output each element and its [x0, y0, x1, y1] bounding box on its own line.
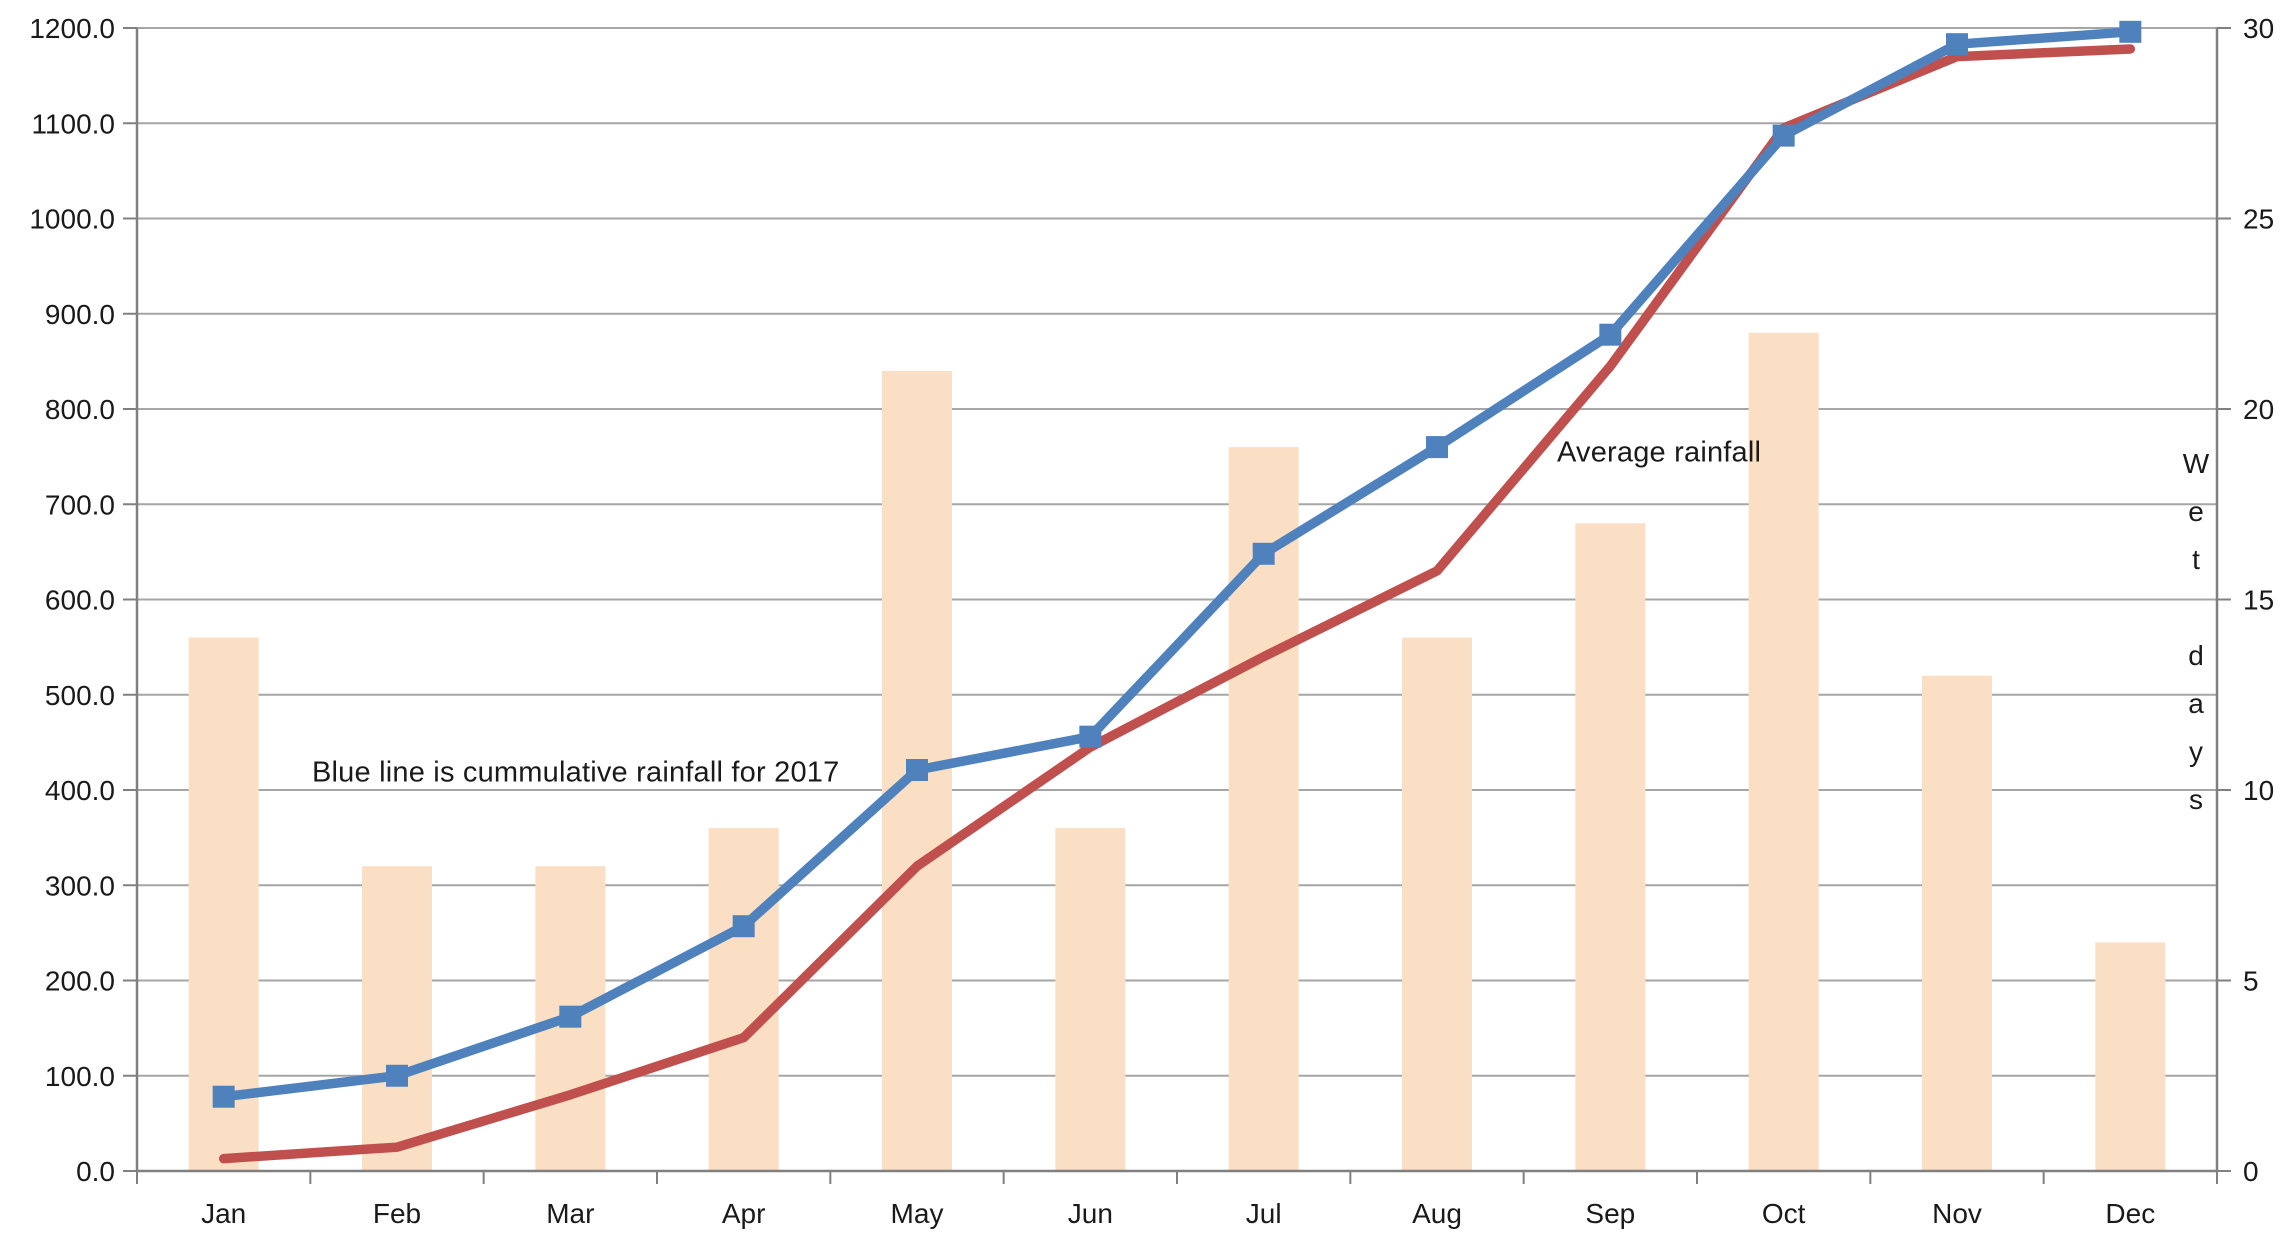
x-label-oct: Oct [1762, 1198, 1806, 1229]
bar-nov [1922, 675, 1992, 1171]
y-left-label: 400.0 [45, 775, 115, 806]
y-right-label: 15 [2243, 585, 2274, 616]
right-axis-title-letter: s [2189, 784, 2203, 815]
x-label-jun: Jun [1068, 1198, 1113, 1229]
cumulative-2017-line [218, 27, 2136, 1102]
right-axis-title-letter: W [2183, 448, 2210, 479]
marker-dec [2119, 20, 2142, 43]
marker-may [906, 758, 928, 781]
bar-jun [1055, 828, 1126, 1171]
y-left-label: 200.0 [45, 966, 115, 997]
marker-aug [1426, 436, 1448, 459]
annotation-blue-line: Blue line is cummulative rainfall for 20… [312, 756, 840, 789]
right-axis-title-letter: e [2188, 496, 2204, 527]
right-axis-title-letter: d [2188, 640, 2204, 671]
y-right-label: 0 [2243, 1156, 2259, 1187]
y-right-label: 20 [2243, 394, 2274, 425]
x-label-sep: Sep [1585, 1198, 1635, 1229]
y-left-label: 500.0 [45, 680, 115, 711]
x-label-nov: Nov [1932, 1198, 1982, 1229]
y-left-label: 1100.0 [31, 108, 115, 139]
y-right-label: 30 [2243, 13, 2274, 44]
y-left-label: 1200.0 [29, 13, 115, 44]
y-right-label: 10 [2243, 775, 2274, 806]
marker-sep [1599, 323, 1622, 346]
y-left-label: 100.0 [45, 1061, 115, 1092]
y-left-label: 800.0 [45, 394, 115, 425]
marker-jan [212, 1085, 235, 1108]
bar-aug [1402, 637, 1472, 1171]
x-label-jan: Jan [201, 1198, 246, 1229]
bar-sep [1575, 523, 1646, 1171]
marker-mar [559, 1005, 582, 1028]
right-axis-title-letter: a [2188, 688, 2204, 719]
annotation-average-rainfall: Average rainfall [1557, 436, 1762, 469]
x-label-apr: Apr [722, 1198, 766, 1229]
marker-oct [1772, 124, 1795, 147]
y-left-label: 1000.0 [29, 204, 115, 235]
x-label-aug: Aug [1412, 1198, 1462, 1229]
x-label-mar: Mar [546, 1198, 594, 1229]
y-left-label: 0.0 [76, 1156, 115, 1187]
bar-apr [708, 828, 779, 1171]
x-label-dec: Dec [2105, 1198, 2155, 1229]
y-left-label: 300.0 [45, 870, 115, 901]
y-right-label: 5 [2243, 966, 2259, 997]
marker-feb [386, 1064, 408, 1087]
x-label-jul: Jul [1246, 1198, 1282, 1229]
marker-apr [732, 915, 755, 938]
y-left-label: 700.0 [45, 489, 115, 520]
bar-jul [1228, 447, 1299, 1172]
y-left-label: 900.0 [45, 299, 115, 330]
x-label-may: May [891, 1198, 944, 1229]
right-axis-title-letter: y [2189, 736, 2203, 767]
average-rainfall-line [218, 44, 2136, 1164]
bar-oct [1748, 332, 1819, 1171]
marker-jun [1079, 725, 1102, 748]
bar-feb [362, 866, 432, 1171]
y-left-label: 600.0 [45, 585, 115, 616]
bar-dec [2095, 942, 2166, 1171]
marker-jul [1252, 542, 1275, 565]
x-label-feb: Feb [373, 1198, 421, 1229]
marker-nov [1946, 33, 1968, 56]
right-axis-title-letter: t [2192, 544, 2200, 575]
y-right-label: 25 [2243, 204, 2274, 235]
bar-jan [188, 637, 259, 1171]
